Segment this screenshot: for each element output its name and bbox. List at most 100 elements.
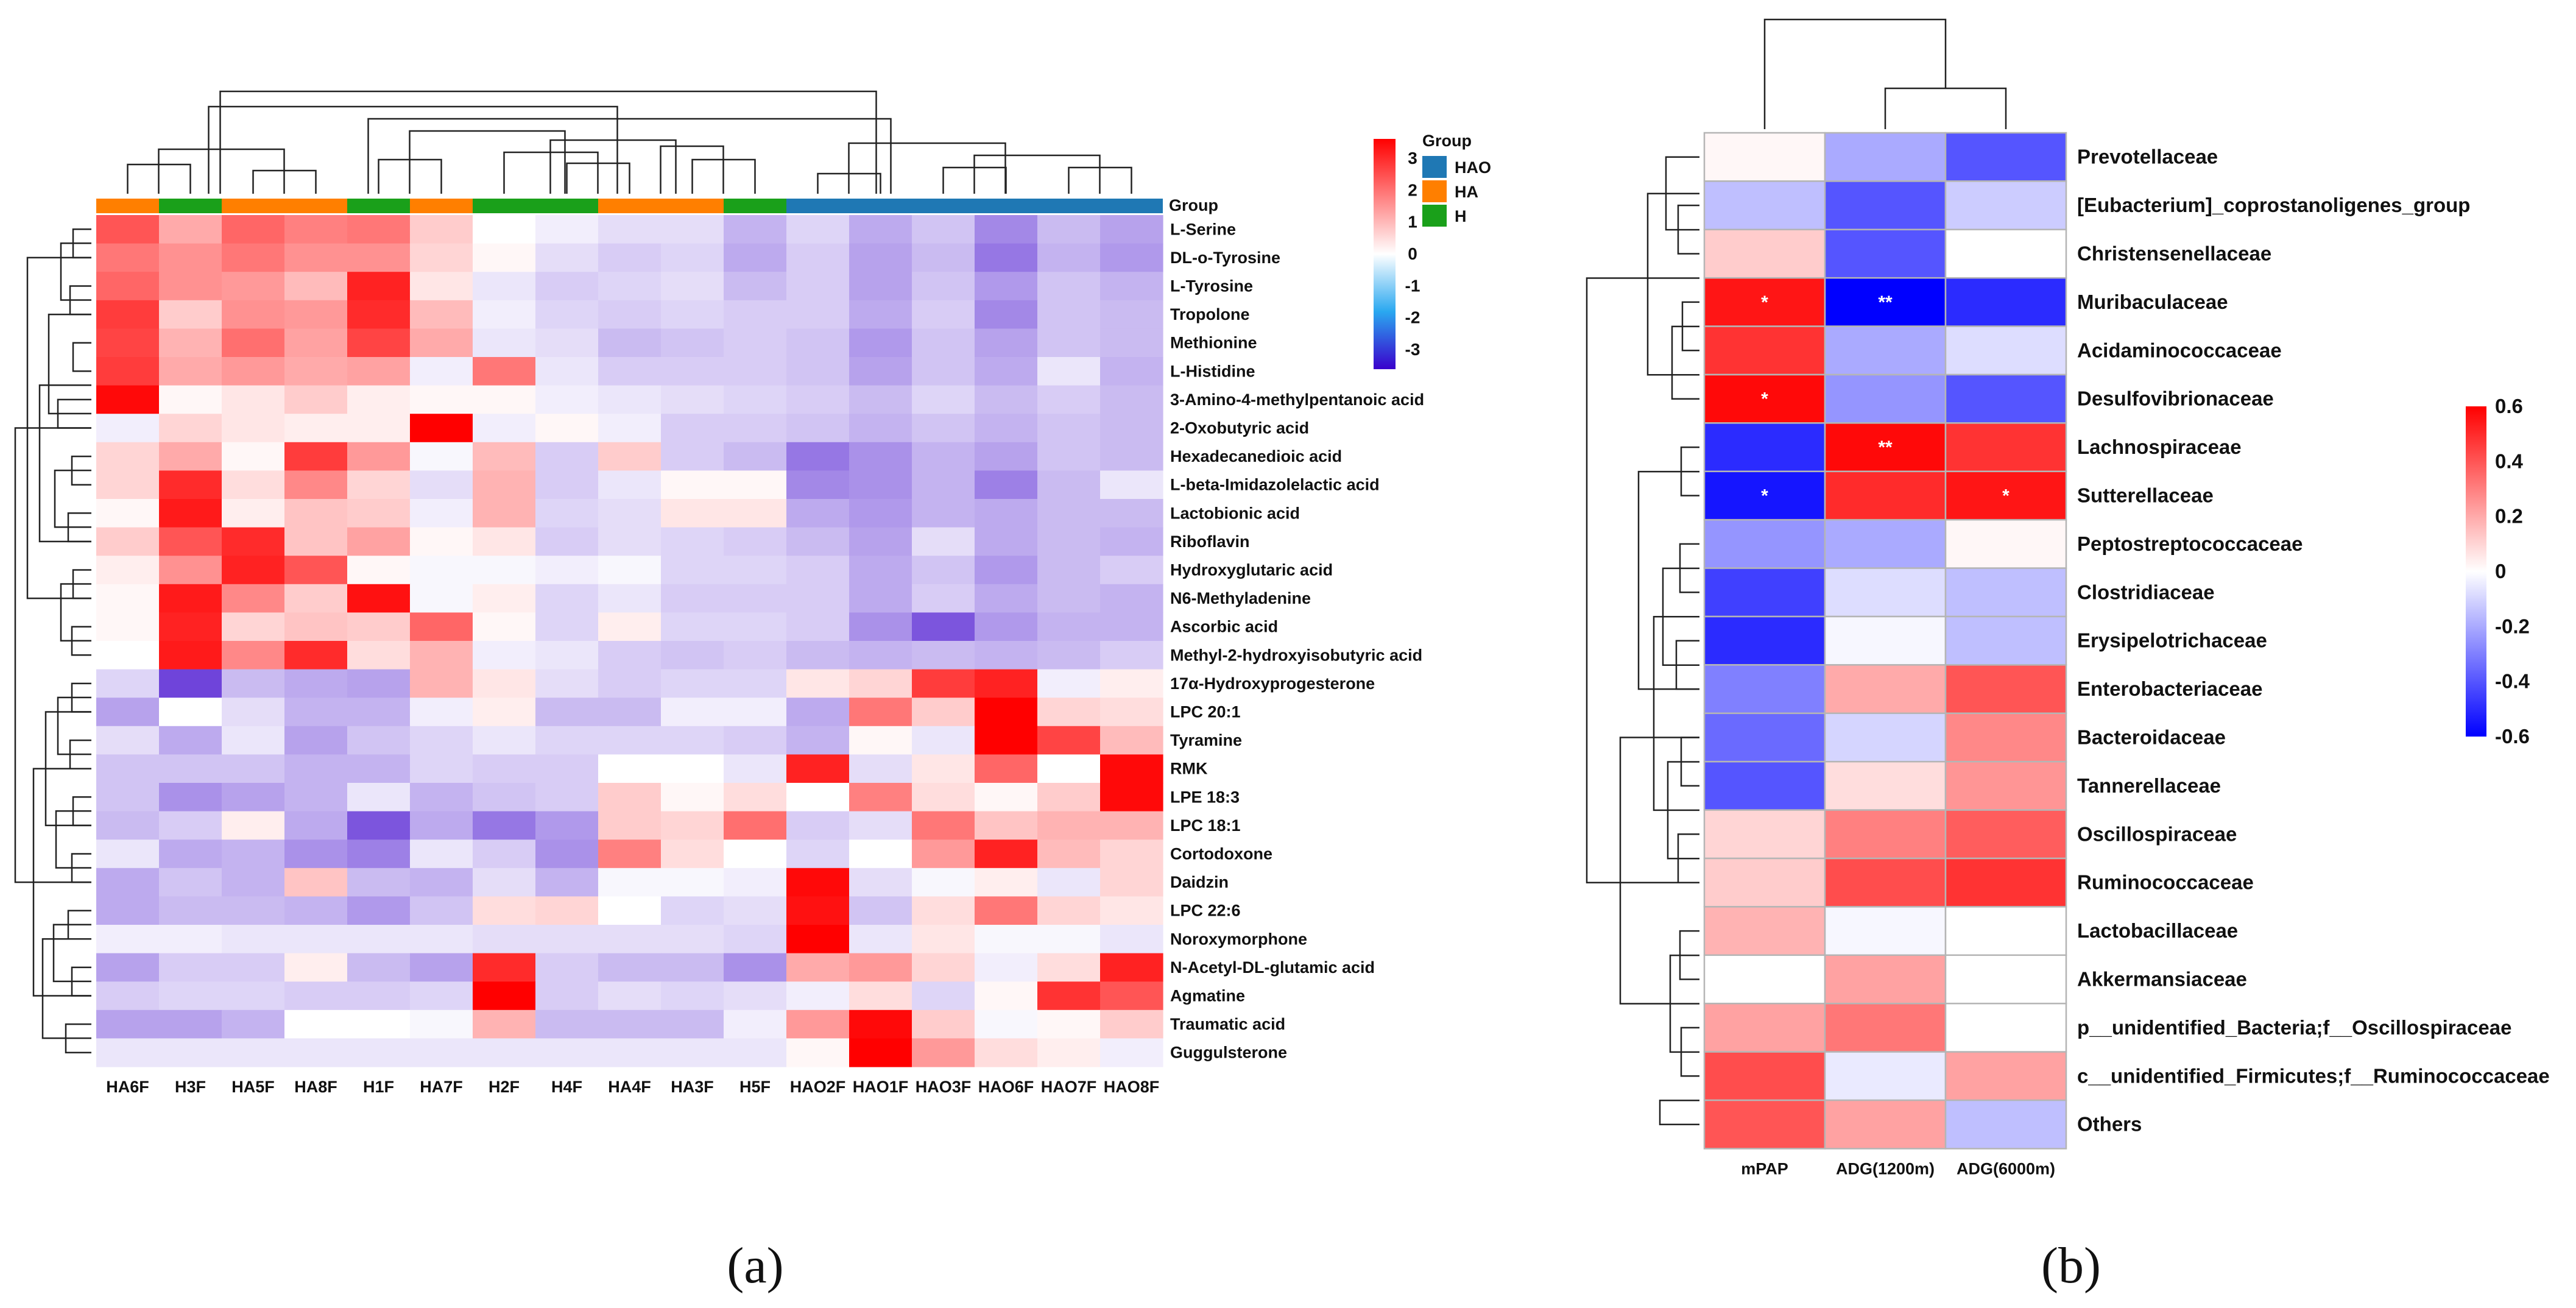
heatmap-cell — [473, 754, 536, 783]
group-legend-swatch — [1422, 156, 1447, 178]
heatmap-cell — [1037, 698, 1101, 727]
heatmap-cell — [598, 470, 662, 500]
heatmap-cell — [661, 783, 724, 812]
heatmap-cell — [786, 925, 850, 954]
row-dendrogram-link — [1659, 1100, 1699, 1125]
heatmap-cell — [849, 981, 912, 1011]
heatmap-cell — [96, 442, 160, 471]
heatmap-cell — [1703, 422, 1826, 473]
color-legend-tick: 0.6 — [2495, 395, 2523, 417]
heatmap-cell — [598, 669, 662, 698]
heatmap-cell — [912, 385, 975, 414]
heatmap-cell — [284, 499, 348, 528]
heatmap-cell — [912, 499, 975, 528]
heatmap-cell — [849, 357, 912, 386]
color-legend-tick: 0.4 — [2495, 450, 2524, 472]
heatmap-cell — [975, 357, 1038, 386]
heatmap-cell — [786, 385, 850, 414]
heatmap-cell — [1824, 857, 1947, 908]
column-label: HAO2F — [790, 1078, 846, 1096]
heatmap-cell — [1037, 754, 1101, 783]
heatmap-cell — [347, 783, 411, 812]
heatmap-cell — [724, 641, 787, 670]
heatmap-cell — [912, 1038, 975, 1067]
heatmap-cell — [473, 215, 536, 244]
heatmap-cell — [410, 754, 473, 783]
column-label: HAO6F — [978, 1078, 1034, 1096]
heatmap-cell — [535, 981, 599, 1011]
heatmap-cell — [912, 925, 975, 954]
heatmap-cell — [96, 698, 160, 727]
heatmap-cell — [975, 641, 1038, 670]
heatmap-cell — [786, 470, 850, 500]
heatmap-cell — [159, 272, 222, 301]
heatmap-cell — [284, 811, 348, 840]
heatmap-cell — [598, 981, 662, 1011]
heatmap-cell — [410, 669, 473, 698]
heatmap-cell — [849, 470, 912, 500]
heatmap-cell — [661, 215, 724, 244]
heatmap-cell — [786, 215, 850, 244]
heatmap-cell — [1037, 669, 1101, 698]
heatmap-cell — [1703, 857, 1826, 908]
heatmap-cell — [535, 868, 599, 897]
heatmap-cell — [410, 442, 473, 471]
row-label: Tyramine — [1170, 731, 1242, 749]
heatmap-cell — [410, 470, 473, 500]
heatmap-cell — [975, 754, 1038, 783]
heatmap-cell — [347, 981, 411, 1011]
column-dendrogram-link — [848, 142, 1006, 194]
heatmap-cell — [159, 669, 222, 698]
heatmap-cell — [535, 612, 599, 642]
heatmap-cell — [473, 698, 536, 727]
heatmap-cell — [1037, 811, 1101, 840]
heatmap-cell — [1100, 527, 1163, 556]
heatmap-cell — [159, 981, 222, 1011]
heatmap-cell — [410, 953, 473, 982]
heatmap-cell — [661, 300, 724, 329]
heatmap-cell — [975, 584, 1038, 613]
heatmap-cell — [849, 499, 912, 528]
heatmap-cell — [1037, 840, 1101, 869]
heatmap-cell — [849, 328, 912, 358]
row-dendrogram-link — [1653, 616, 1699, 811]
heatmap-cell — [284, 953, 348, 982]
heatmap-cell — [410, 556, 473, 585]
heatmap-cell — [849, 868, 912, 897]
heatmap-cell — [284, 1009, 348, 1039]
heatmap-cell — [724, 357, 787, 386]
row-label: LPC 18:1 — [1170, 816, 1241, 835]
group-bar-cell — [222, 199, 284, 213]
heatmap-cell — [786, 840, 850, 869]
heatmap-cell — [786, 272, 850, 301]
heatmap-cell — [222, 584, 285, 613]
heatmap-cell — [284, 584, 348, 613]
row-label: 17α-Hydroxyprogesterone — [1170, 674, 1375, 693]
heatmap-cell — [535, 1038, 599, 1067]
heatmap-cell — [912, 840, 975, 869]
heatmap-cell — [724, 442, 787, 471]
heatmap-cell — [410, 783, 473, 812]
heatmap-cell — [96, 754, 160, 783]
heatmap-cell — [410, 328, 473, 358]
heatmap-cell — [222, 243, 285, 272]
heatmap-cell — [598, 698, 662, 727]
heatmap-cell — [1100, 272, 1163, 301]
row-label: Akkermansiaceae — [2077, 968, 2247, 991]
column-label: HAO1F — [853, 1078, 909, 1096]
heatmap-cell — [96, 328, 160, 358]
row-dendrogram-link — [52, 924, 91, 983]
row-dendrogram-link — [1586, 277, 1699, 883]
heatmap-cell — [96, 953, 160, 982]
column-dendrogram-link — [1763, 18, 1947, 129]
color-legend-tick: -2 — [1405, 308, 1420, 327]
heatmap-cell — [786, 556, 850, 585]
heatmap-cell — [159, 698, 222, 727]
heatmap-cell — [222, 953, 285, 982]
heatmap-cell — [1703, 1051, 1826, 1101]
heatmap-cell — [347, 499, 411, 528]
heatmap-cell — [724, 1009, 787, 1039]
heatmap-cell — [975, 1038, 1038, 1067]
heatmap-cell — [410, 272, 473, 301]
